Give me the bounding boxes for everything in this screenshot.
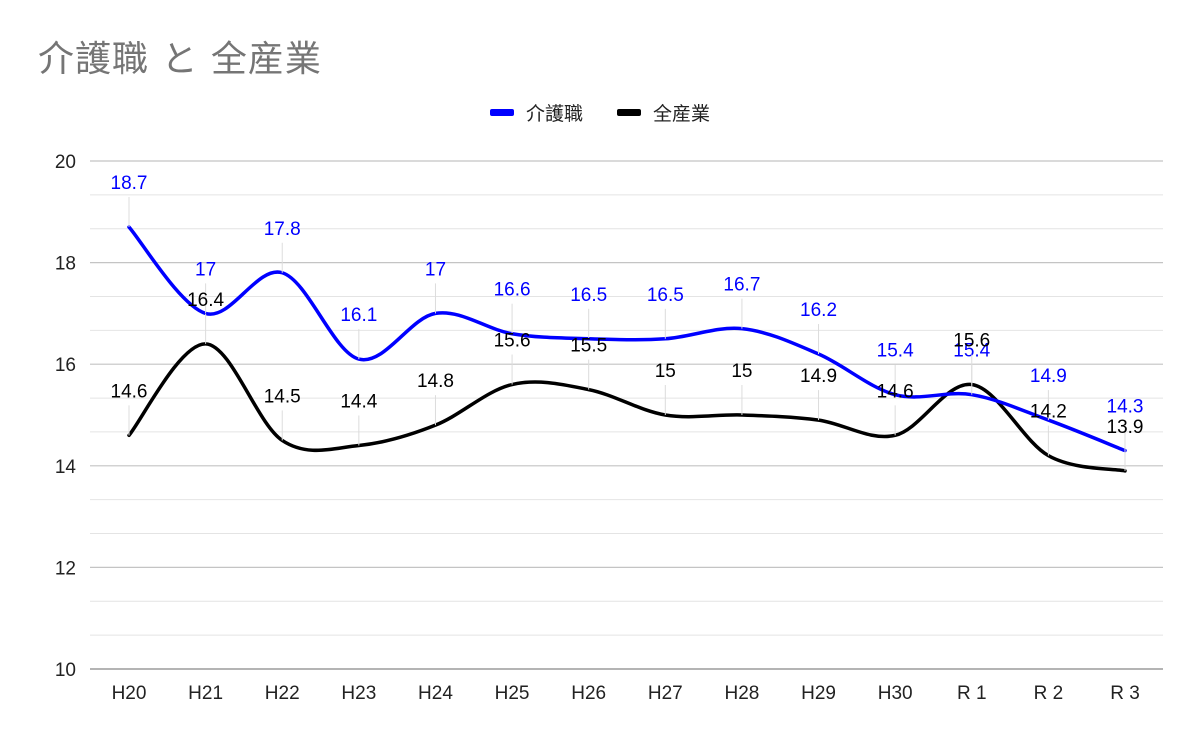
x-tick-label: R 3 — [1110, 683, 1140, 704]
y-tick-label: 20 — [55, 152, 76, 173]
legend: 介護職 全産業 — [0, 99, 1200, 126]
x-tick-label: H30 — [878, 683, 913, 704]
data-label-kaigo: 17.8 — [264, 219, 301, 240]
data-label-zensangyo: 16.4 — [187, 290, 224, 311]
data-label-kaigo: 18.7 — [111, 173, 148, 194]
x-tick-label: H20 — [112, 683, 147, 704]
data-label-kaigo: 15.4 — [877, 341, 914, 362]
data-label-kaigo: 17 — [195, 259, 216, 280]
data-label-kaigo: 14.3 — [1107, 397, 1144, 418]
data-label-zensangyo: 14.8 — [417, 371, 454, 392]
series-line-zensangyo — [127, 342, 1127, 473]
data-label-zensangyo: 14.2 — [1030, 402, 1067, 423]
data-label-kaigo: 16.6 — [494, 280, 531, 301]
data-label-zensangyo: 15.6 — [494, 331, 531, 352]
x-tick-label: H23 — [341, 683, 376, 704]
x-tick-label: H25 — [495, 683, 530, 704]
data-label-zensangyo: 15 — [731, 361, 752, 382]
x-tick-label: R 2 — [1034, 683, 1064, 704]
data-label-kaigo: 14.9 — [1030, 366, 1067, 387]
data-label-kaigo: 16.1 — [340, 305, 377, 326]
data-label-zensangyo: 14.5 — [264, 386, 301, 407]
data-label-zensangyo: 15.6 — [953, 331, 990, 352]
x-tick-label: H29 — [801, 683, 836, 704]
data-label-kaigo: 16.2 — [800, 300, 837, 321]
y-tick-label: 16 — [55, 355, 76, 376]
legend-swatch-kaigo — [489, 109, 514, 116]
data-label-kaigo: 16.5 — [570, 285, 607, 306]
legend-label-kaigo: 介護職 — [525, 103, 583, 125]
legend-item-zensangyo[interactable]: 全産業 — [617, 99, 710, 126]
y-tick-label: 12 — [55, 558, 76, 579]
data-label-zensangyo: 14.9 — [800, 366, 837, 387]
data-label-zensangyo: 14.6 — [111, 381, 148, 402]
x-tick-label: R 1 — [957, 683, 987, 704]
legend-label-zensangyo: 全産業 — [653, 103, 711, 125]
x-tick-label: H27 — [648, 683, 683, 704]
x-tick-label: H28 — [724, 683, 759, 704]
x-tick-label: H24 — [418, 683, 453, 704]
x-tick-label: H21 — [188, 683, 223, 704]
data-label-kaigo: 15.4 — [953, 341, 990, 362]
legend-swatch-zensangyo — [617, 109, 642, 116]
y-tick-label: 10 — [55, 660, 76, 681]
x-tick-label: H26 — [571, 683, 606, 704]
y-tick-label: 18 — [55, 254, 76, 275]
data-label-zensangyo: 14.4 — [340, 391, 377, 412]
data-label-zensangyo: 15 — [655, 361, 676, 382]
data-label-zensangyo: 13.9 — [1107, 417, 1144, 438]
legend-item-kaigo[interactable]: 介護職 — [489, 99, 583, 126]
series-line-kaigo — [127, 225, 1127, 453]
data-label-zensangyo: 15.5 — [570, 336, 607, 357]
x-tick-label: H22 — [265, 683, 300, 704]
data-label-kaigo: 16.5 — [647, 285, 684, 306]
data-label-kaigo: 16.7 — [723, 275, 760, 296]
data-label-zensangyo: 14.6 — [877, 381, 914, 402]
y-tick-label: 14 — [55, 457, 77, 478]
chart-title: 介護職 と 全産業 — [38, 39, 322, 80]
data-label-kaigo: 17 — [425, 259, 446, 280]
